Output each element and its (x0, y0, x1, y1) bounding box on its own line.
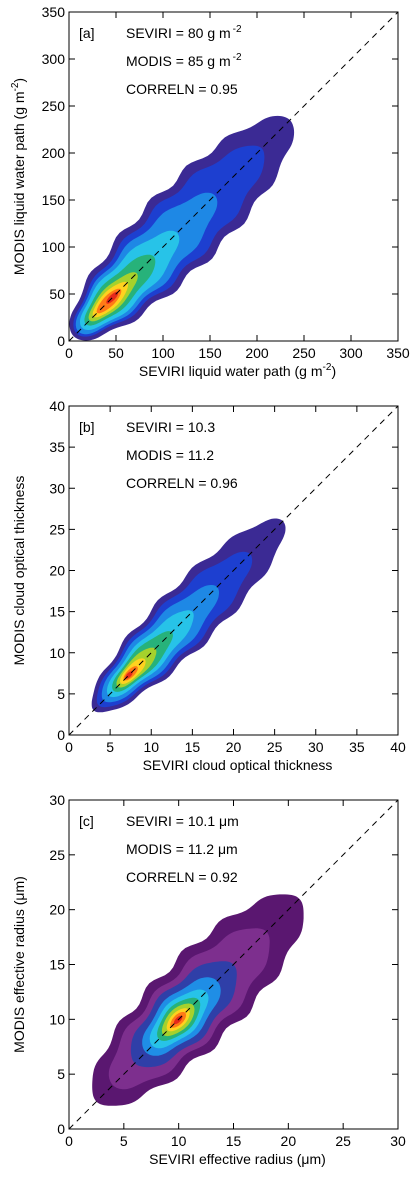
y-tick-label: 300 (42, 51, 66, 67)
y-tick-label: 30 (49, 792, 65, 808)
x-tick-label: 10 (171, 1133, 187, 1149)
y-axis-title: MODIS effective radius (μm) (11, 876, 27, 1053)
one-to-one-line (69, 406, 398, 735)
x-tick-label: 100 (151, 345, 175, 361)
x-axis-title: SEVIRI liquid water path (g m-2) (139, 362, 336, 379)
y-tick-label: 20 (49, 902, 65, 918)
y-tick-label: 350 (42, 4, 66, 20)
y-tick-label: 250 (42, 98, 66, 114)
x-tick-label: 150 (198, 345, 222, 361)
x-axis-title: SEVIRI effective radius (μm) (149, 1151, 326, 1167)
y-axis-title: MODIS cloud optical thickness (11, 476, 27, 666)
stat-annotation: MODIS = 85 g m -2 (126, 52, 242, 69)
y-tick-label: 20 (49, 563, 65, 579)
x-tick-label: 250 (292, 345, 316, 361)
panel-label: [a] (79, 25, 95, 41)
stat-annotation: CORRELN = 0.95 (126, 81, 238, 97)
stat-annotation: MODIS = 11.2 (126, 447, 214, 463)
x-tick-label: 15 (226, 1133, 242, 1149)
panel-1: 0 50 100 150 200 250 300 350 0 50 100 150 200 250 300 3… (10, 4, 410, 379)
stat-annotation: MODIS = 11.2 μm (126, 841, 238, 857)
x-axis-title: SEVIRI cloud optical thickness (143, 757, 333, 773)
y-tick-label: 100 (42, 239, 66, 255)
plot-frame (68, 11, 399, 342)
y-tick-label: 10 (49, 1011, 65, 1027)
one-to-one-line (69, 800, 398, 1129)
stat-annotation: SEVIRI = 80 g m -2 (126, 24, 242, 41)
y-tick-label: 0 (57, 727, 65, 743)
x-tick-label: 350 (386, 345, 410, 361)
x-tick-label: 20 (281, 1133, 297, 1149)
stat-annotation: CORRELN = 0.92 (126, 869, 238, 885)
y-tick-label: 50 (49, 286, 65, 302)
x-tick-label: 25 (335, 1133, 351, 1149)
y-tick-label: 5 (57, 1066, 65, 1082)
y-tick-label: 200 (42, 145, 66, 161)
x-tick-label: 20 (226, 739, 242, 755)
x-tick-label: 30 (390, 1133, 406, 1149)
y-tick-label: 25 (49, 521, 65, 537)
one-to-one-line (69, 12, 398, 341)
x-tick-label: 35 (349, 739, 365, 755)
x-tick-label: 5 (106, 739, 114, 755)
y-tick-label: 150 (42, 192, 66, 208)
x-tick-label: 0 (65, 1133, 73, 1149)
x-tick-label: 200 (245, 345, 269, 361)
panel-label: [b] (79, 419, 95, 435)
y-tick-label: 35 (49, 439, 65, 455)
y-tick-label: 25 (49, 847, 65, 863)
y-tick-label: 0 (57, 333, 65, 349)
y-tick-label: 30 (49, 480, 65, 496)
y-tick-label: 10 (49, 645, 65, 661)
stat-annotation: SEVIRI = 10.3 (126, 419, 215, 435)
y-tick-label: 5 (57, 686, 65, 702)
x-tick-label: 10 (143, 739, 159, 755)
y-tick-label: 15 (49, 604, 65, 620)
y-tick-label: 0 (57, 1121, 65, 1137)
stat-annotation: SEVIRI = 10.1 μm (126, 813, 239, 829)
x-tick-label: 0 (65, 739, 73, 755)
panel-3: 0 5 10 15 20 25 30 0 5 10 15 20 25 30 SEVIRI effective… (11, 792, 406, 1167)
x-tick-label: 30 (308, 739, 324, 755)
x-tick-label: 15 (185, 739, 201, 755)
y-tick-label: 15 (49, 957, 65, 973)
panel-label: [c] (79, 813, 94, 829)
y-tick-label: 40 (49, 398, 65, 414)
panel-2: 0 5 10 15 20 25 30 35 40 0 5 10 15 20 25 30 35 40 SEVIRI c… (11, 398, 406, 773)
x-tick-label: 300 (339, 345, 363, 361)
x-tick-label: 5 (120, 1133, 128, 1149)
x-tick-label: 25 (267, 739, 283, 755)
x-tick-label: 0 (65, 345, 73, 361)
x-tick-label: 40 (390, 739, 406, 755)
stat-annotation: CORRELN = 0.96 (126, 475, 238, 491)
x-tick-label: 50 (108, 345, 124, 361)
y-axis-title: MODIS liquid water path (g m-2) (10, 78, 27, 275)
